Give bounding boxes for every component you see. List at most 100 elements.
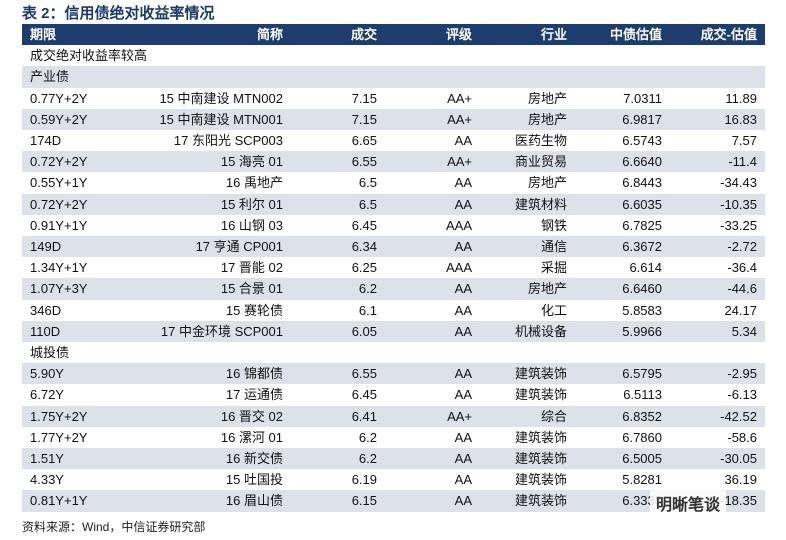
data-cell: 6.05 <box>351 323 377 339</box>
data-row: 0.72Y+2Y 15 利尔 01 6.5 AA 建筑材料 6.6035 -10.35 <box>22 193 765 215</box>
data-cell: 6.5113 <box>623 387 662 403</box>
data-cell: 6.8443 <box>622 175 662 191</box>
header-cell: 简称 <box>256 27 283 42</box>
header-cell: 行业 <box>540 27 567 42</box>
data-cell: 6.614 <box>629 260 662 276</box>
data-cell: 17 运通债 <box>225 387 283 403</box>
data-cell: 6.55 <box>351 366 377 382</box>
data-cell: 房地产 <box>527 111 567 127</box>
data-cell: 0.77Y+2Y <box>30 90 88 106</box>
data-cell: 17 亨通 CP001 <box>195 239 283 254</box>
data-cell: 15 海亮 01 <box>220 154 283 170</box>
data-cell: 6.45 <box>351 387 377 403</box>
data-cell: 0.72Y+2Y <box>30 154 88 170</box>
data-cell: 6.5 <box>358 196 377 212</box>
data-cell: -10.35 <box>720 196 757 212</box>
data-cell: 0.81Y+1Y <box>30 493 88 509</box>
subgroup-row: 城投债 <box>22 342 765 363</box>
data-cell: 6.7860 <box>622 429 662 445</box>
header-cell: 中债估值 <box>609 27 662 42</box>
table-title: 表 2：信用债绝对收益率情况 <box>22 5 215 22</box>
data-row: 4.33Y 15 吐国投 6.19 AA 建筑装饰 5.8281 36.19 <box>22 469 765 490</box>
data-cell: 通信 <box>540 239 567 254</box>
data-cell: 15 赛轮债 <box>225 302 283 318</box>
data-cell: 1.07Y+3Y <box>30 281 88 297</box>
data-cell: 6.55 <box>351 154 377 170</box>
data-cell: AA+ <box>447 90 472 106</box>
data-cell: 7.57 <box>731 133 757 148</box>
data-cell: 5.8583 <box>622 302 662 318</box>
data-cell: AA+ <box>447 408 472 424</box>
data-row: 0.72Y+2Y 15 海亮 01 6.55 AA+ 商业贸易 6.6640 -11.4 <box>22 151 765 173</box>
data-row: 174D 17 东阳光 SCP003 6.65 AA 医药生物 6.5743 7.57 <box>22 130 765 151</box>
data-cell: 15 合景 01 <box>220 281 283 297</box>
group-label: 成交绝对收益率较高 <box>30 48 148 64</box>
data-cell: -30.05 <box>720 451 757 466</box>
data-cell: 0.91Y+1Y <box>30 217 88 233</box>
data-cell: 医药生物 <box>514 133 567 148</box>
data-cell: 机械设备 <box>514 323 567 339</box>
data-cell: 0.55Y+1Y <box>30 175 88 191</box>
data-cell: 建筑装饰 <box>514 429 567 445</box>
data-cell: 16 禹地产 <box>225 175 283 191</box>
data-cell: AA <box>454 239 472 254</box>
group-row: 成交绝对收益率较高 <box>22 45 765 66</box>
data-cell: 110D <box>30 323 61 339</box>
data-cell: AA <box>454 302 472 318</box>
data-cell: 11.89 <box>725 90 757 106</box>
data-cell: 15 中南建设 MTN002 <box>159 90 283 106</box>
data-row: 1.34Y+1Y 17 晋能 02 6.25 AAA 采掘 6.614 -36.4 <box>22 257 765 278</box>
data-cell: 6.34 <box>351 239 377 254</box>
data-cell: 15 中南建设 MTN001 <box>159 111 283 127</box>
data-cell: 6.65 <box>351 133 377 148</box>
data-cell: 15 吐国投 <box>225 472 283 488</box>
data-cell: 0.59Y+2Y <box>30 111 88 127</box>
data-cell: 6.6035 <box>622 196 662 212</box>
data-cell: 商业贸易 <box>514 154 567 170</box>
subgroup-label: 产业债 <box>30 69 70 85</box>
data-row: 0.55Y+1Y 16 禹地产 6.5 AA 房地产 6.8443 -34.43 <box>22 172 765 193</box>
data-cell: 6.8352 <box>622 408 662 424</box>
data-cell: 36.19 <box>724 472 757 488</box>
data-cell: AA <box>454 451 472 466</box>
data-cell: 24.17 <box>724 302 757 318</box>
data-cell: 16 晋交 02 <box>220 408 283 424</box>
data-cell: -36.4 <box>727 260 757 276</box>
data-cell: 15 利尔 01 <box>220 196 283 212</box>
data-cell: 6.6460 <box>622 281 662 297</box>
data-cell: 6.72Y <box>30 387 64 403</box>
data-cell: 建筑装饰 <box>514 472 567 488</box>
data-cell: AA <box>454 281 472 297</box>
data-cell: 采掘 <box>540 260 567 276</box>
data-cell: 6.6640 <box>622 154 662 170</box>
data-cell: AA+ <box>447 154 472 170</box>
data-cell: 5.8281 <box>622 472 662 488</box>
data-cell: AA <box>454 366 472 382</box>
data-row: 1.75Y+2Y 16 晋交 02 6.41 AA+ 综合 6.8352 -42.52 <box>22 405 765 427</box>
data-cell: 16 山钢 03 <box>220 217 283 233</box>
data-row: 149D 17 亨通 CP001 6.34 AA 通信 6.3672 -2.72 <box>22 236 765 258</box>
data-cell: -2.72 <box>727 239 757 254</box>
data-cell: 6.2 <box>358 281 377 297</box>
data-cell: 1.34Y+1Y <box>30 260 88 276</box>
data-cell: -2.95 <box>727 366 757 382</box>
data-cell: 6.5005 <box>622 451 662 466</box>
header-cell: 成交-估值 <box>700 27 757 42</box>
header-cell: 评级 <box>445 27 472 42</box>
data-cell: 1.75Y+2Y <box>30 408 88 424</box>
data-cell: 16 锦都债 <box>225 366 283 382</box>
watermark: 明晰笔谈 <box>650 490 727 516</box>
header-row: 期限 简称 成交 评级 行业 中债估值 成交-估值 <box>22 24 765 46</box>
data-cell: 6.1 <box>358 302 377 318</box>
data-cell: AA <box>454 472 472 488</box>
data-cell: 建筑装饰 <box>514 387 567 403</box>
source-note: 资料来源：Wind，中信证券研究部 <box>22 520 206 534</box>
data-row: 0.77Y+2Y 15 中南建设 MTN002 7.15 AA+ 房地产 7.0311 11… <box>22 88 765 109</box>
data-cell: 6.5795 <box>622 366 662 382</box>
data-cell: AA <box>454 323 472 339</box>
data-cell: 房地产 <box>527 281 567 297</box>
data-row: 6.72Y 17 运通债 6.45 AA 建筑装饰 6.5113 -6.13 <box>22 384 765 405</box>
data-cell: AAA <box>445 217 472 233</box>
data-row: 1.77Y+2Y 16 漯河 01 6.2 AA 建筑装饰 6.7860 -58.6 <box>22 427 765 448</box>
